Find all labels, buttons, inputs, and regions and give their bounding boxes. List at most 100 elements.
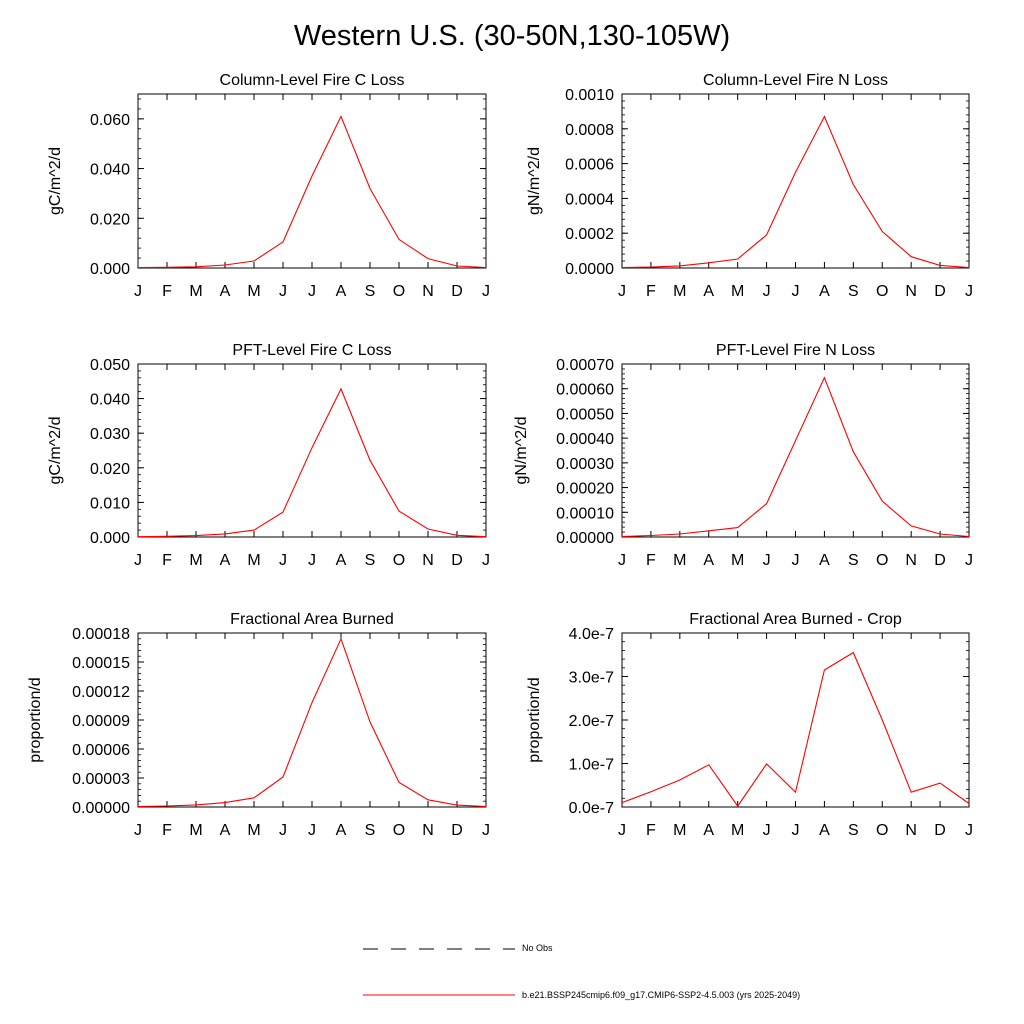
x-tick-label: O bbox=[393, 283, 405, 300]
plot-frame bbox=[621, 632, 970, 808]
x-tick-label: J bbox=[965, 822, 973, 839]
x-tick-label: S bbox=[365, 283, 376, 300]
y-tick-label: 4.0e-7 bbox=[569, 626, 614, 643]
x-tick-label: D bbox=[934, 283, 946, 300]
y-tick-label: 0.020 bbox=[90, 211, 130, 228]
x-tick-label: J bbox=[482, 552, 490, 569]
y-tick-label: 0.00050 bbox=[556, 406, 614, 423]
x-tick-label: A bbox=[336, 552, 347, 569]
x-tick-label: S bbox=[848, 283, 859, 300]
y-axis-label: gC/m^2/d bbox=[47, 417, 64, 485]
x-tick-label: F bbox=[162, 283, 172, 300]
x-tick-label: M bbox=[247, 283, 260, 300]
y-tick-label: 0.020 bbox=[90, 461, 130, 478]
x-tick-label: A bbox=[703, 283, 714, 300]
legend-no-obs-line bbox=[363, 948, 515, 950]
x-tick-label: A bbox=[819, 283, 830, 300]
y-axis-label: proportion/d bbox=[27, 677, 44, 762]
series-line bbox=[621, 651, 970, 808]
y-tick-label: 0.00010 bbox=[556, 505, 614, 522]
x-tick-label: J bbox=[279, 283, 287, 300]
y-tick-label: 0.030 bbox=[90, 426, 130, 443]
x-tick-label: A bbox=[703, 822, 714, 839]
y-tick-label: 0.010 bbox=[90, 495, 130, 512]
x-tick-label: M bbox=[673, 283, 686, 300]
x-tick-label: M bbox=[189, 822, 202, 839]
x-tick-label: J bbox=[763, 552, 771, 569]
x-tick-label: N bbox=[905, 552, 917, 569]
x-tick-label: M bbox=[673, 552, 686, 569]
x-tick-label: J bbox=[134, 552, 142, 569]
x-tick-label: J bbox=[965, 552, 973, 569]
series-line bbox=[621, 115, 970, 269]
y-tick-label: 0.00020 bbox=[556, 481, 614, 498]
y-tick-label: 0.00070 bbox=[556, 357, 614, 374]
x-tick-label: J bbox=[279, 552, 287, 569]
x-tick-label: O bbox=[876, 552, 888, 569]
y-tick-label: 0.00060 bbox=[556, 382, 614, 399]
x-tick-label: N bbox=[422, 283, 434, 300]
x-tick-label: A bbox=[220, 822, 231, 839]
y-tick-label: 0.00009 bbox=[72, 713, 130, 730]
x-tick-label: M bbox=[673, 822, 686, 839]
x-tick-label: N bbox=[422, 552, 434, 569]
x-tick-label: N bbox=[422, 822, 434, 839]
x-tick-label: O bbox=[876, 822, 888, 839]
x-tick-label: A bbox=[819, 822, 830, 839]
chart-title: PFT-Level Fire C Loss bbox=[232, 342, 391, 359]
x-tick-label: D bbox=[934, 822, 946, 839]
legend-series-line bbox=[363, 994, 515, 996]
x-tick-label: A bbox=[220, 283, 231, 300]
x-tick-label: S bbox=[365, 822, 376, 839]
y-tick-label: 1.0e-7 bbox=[569, 757, 614, 774]
y-tick-label: 0.000 bbox=[90, 261, 130, 278]
y-tick-label: 0.040 bbox=[90, 162, 130, 179]
y-tick-label: 0.00030 bbox=[556, 456, 614, 473]
x-tick-label: J bbox=[965, 283, 973, 300]
y-axis-label: gC/m^2/d bbox=[47, 147, 64, 215]
plot-frame bbox=[621, 93, 970, 269]
chart-title: Column-Level Fire C Loss bbox=[220, 72, 405, 89]
y-tick-label: 0.0008 bbox=[565, 122, 614, 139]
x-tick-label: F bbox=[162, 552, 172, 569]
y-tick-label: 0.000 bbox=[90, 530, 130, 547]
y-tick-label: 2.0e-7 bbox=[569, 713, 614, 730]
chart-title: Fractional Area Burned bbox=[230, 611, 394, 628]
chart-title: Fractional Area Burned - Crop bbox=[689, 611, 902, 628]
series-line bbox=[137, 387, 487, 538]
y-tick-label: 0.00000 bbox=[72, 800, 130, 817]
y-tick-label: 0.00003 bbox=[72, 771, 130, 788]
x-tick-label: J bbox=[763, 283, 771, 300]
y-tick-label: 0.0004 bbox=[565, 191, 614, 208]
chart-title: PFT-Level Fire N Loss bbox=[716, 342, 875, 359]
y-tick-label: 0.00018 bbox=[72, 626, 130, 643]
x-tick-label: M bbox=[731, 822, 744, 839]
x-tick-label: M bbox=[189, 552, 202, 569]
x-tick-label: J bbox=[618, 552, 626, 569]
plot-frame bbox=[137, 632, 487, 808]
x-tick-label: O bbox=[876, 283, 888, 300]
plot-frame bbox=[137, 363, 487, 538]
x-tick-label: M bbox=[731, 283, 744, 300]
x-tick-label: A bbox=[336, 283, 347, 300]
y-tick-label: 0.00015 bbox=[72, 655, 130, 672]
x-tick-label: N bbox=[905, 283, 917, 300]
series-line bbox=[137, 637, 487, 808]
x-tick-label: J bbox=[763, 822, 771, 839]
x-tick-label: J bbox=[482, 283, 490, 300]
x-tick-label: D bbox=[451, 283, 463, 300]
x-tick-label: M bbox=[247, 552, 260, 569]
x-tick-label: J bbox=[279, 822, 287, 839]
y-tick-label: 0.040 bbox=[90, 392, 130, 409]
x-tick-label: S bbox=[848, 822, 859, 839]
y-tick-label: 0.00012 bbox=[72, 684, 130, 701]
x-tick-label: A bbox=[336, 822, 347, 839]
x-tick-label: M bbox=[189, 283, 202, 300]
x-tick-label: O bbox=[393, 552, 405, 569]
x-tick-label: J bbox=[482, 822, 490, 839]
